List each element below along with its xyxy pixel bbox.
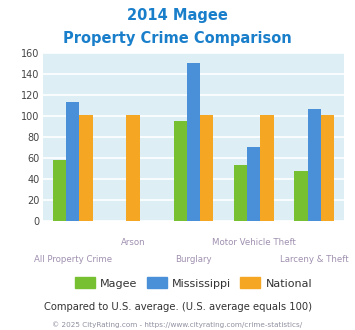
Text: © 2025 CityRating.com - https://www.cityrating.com/crime-statistics/: © 2025 CityRating.com - https://www.city…	[53, 322, 302, 328]
Bar	[66, 102, 80, 221]
Bar	[126, 115, 140, 221]
Text: 2014 Magee: 2014 Magee	[127, 8, 228, 23]
Bar	[53, 160, 66, 221]
Bar	[261, 115, 274, 221]
Text: Compared to U.S. average. (U.S. average equals 100): Compared to U.S. average. (U.S. average …	[44, 302, 311, 312]
Bar	[187, 63, 200, 221]
Bar	[247, 148, 261, 221]
Text: Arson: Arson	[121, 238, 146, 247]
Bar	[294, 171, 307, 221]
Legend: Magee, Mississippi, National: Magee, Mississippi, National	[70, 273, 317, 293]
Bar	[234, 165, 247, 221]
Bar	[174, 121, 187, 221]
Text: Larceny & Theft: Larceny & Theft	[280, 255, 349, 264]
Text: Property Crime Comparison: Property Crime Comparison	[63, 31, 292, 46]
Text: Motor Vehicle Theft: Motor Vehicle Theft	[212, 238, 296, 247]
Bar	[321, 115, 334, 221]
Bar	[307, 109, 321, 221]
Bar	[200, 115, 213, 221]
Bar	[80, 115, 93, 221]
Text: All Property Crime: All Property Crime	[34, 255, 112, 264]
Text: Burglary: Burglary	[175, 255, 212, 264]
